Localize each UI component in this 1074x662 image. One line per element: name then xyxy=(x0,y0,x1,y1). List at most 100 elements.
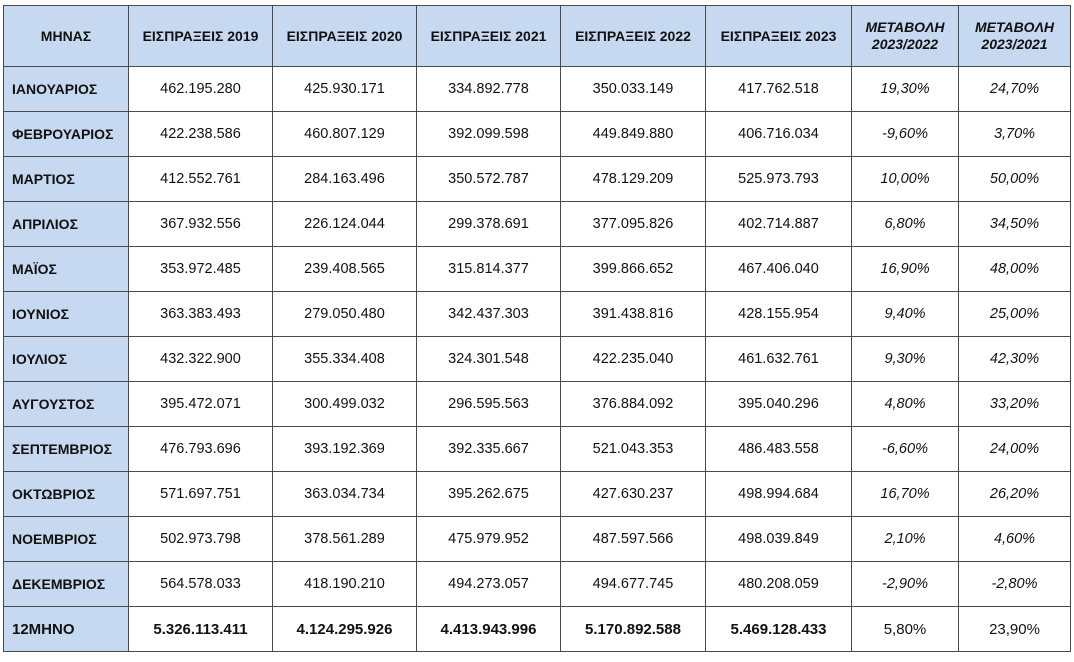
header-receipts-2022: ΕΙΣΠΡΑΞΕΙΣ 2022 xyxy=(560,5,706,67)
cell-change-2023-2021: 48,00% xyxy=(958,246,1071,292)
month-cell: ΣΕΠΤΕΜΒΡΙΟΣ xyxy=(3,426,129,472)
cell-2022: 449.849.880 xyxy=(560,111,706,157)
table-header: ΜΗΝΑΣ ΕΙΣΠΡΑΞΕΙΣ 2019 ΕΙΣΠΡΑΞΕΙΣ 2020 ΕΙ… xyxy=(3,5,1071,67)
cell-2023: 417.762.518 xyxy=(705,66,852,112)
month-cell: ΙΟΥΝΙΟΣ xyxy=(3,291,129,337)
cell-2021: 315.814.377 xyxy=(416,246,561,292)
cell-change-2023-2021: 50,00% xyxy=(958,156,1071,202)
cell-2022: 521.043.353 xyxy=(560,426,706,472)
cell-2021: 392.335.667 xyxy=(416,426,561,472)
cell-2021: 342.437.303 xyxy=(416,291,561,337)
cell-change-2023-2022: 19,30% xyxy=(851,66,959,112)
cell-2021: 324.301.548 xyxy=(416,336,561,382)
header-month: ΜΗΝΑΣ xyxy=(3,5,129,67)
total-2021: 4.413.943.996 xyxy=(416,606,561,652)
cell-change-2023-2021: 33,20% xyxy=(958,381,1071,427)
cell-change-2023-2022: 9,40% xyxy=(851,291,959,337)
cell-2021: 494.273.057 xyxy=(416,561,561,607)
cell-2023: 480.208.059 xyxy=(705,561,852,607)
cell-2021: 334.892.778 xyxy=(416,66,561,112)
cell-change-2023-2021: -2,80% xyxy=(958,561,1071,607)
total-change-2023-2022: 5,80% xyxy=(851,606,959,652)
table-row: ΦΕΒΡΟΥΑΡΙΟΣ 422.238.586 460.807.129 392.099… xyxy=(3,111,1071,157)
header-change-2023-2022: ΜΕΤΑΒΟΛΗ 2023/2022 xyxy=(851,5,959,67)
table-row: ΟΚΤΩΒΡΙΟΣ 571.697.751 363.034.734 395.262.6… xyxy=(3,471,1071,517)
cell-2022: 487.597.566 xyxy=(560,516,706,562)
table-body: ΙΑΝΟΥΑΡΙΟΣ 462.195.280 425.930.171 334.892.… xyxy=(3,66,1071,652)
cell-2021: 395.262.675 xyxy=(416,471,561,517)
month-cell: ΜΑΪΟΣ xyxy=(3,246,129,292)
table-row: ΙΟΥΛΙΟΣ 432.322.900 355.334.408 324.301.548… xyxy=(3,336,1071,382)
cell-2019: 422.238.586 xyxy=(128,111,273,157)
table-row: ΔΕΚΕΜΒΡΙΟΣ 564.578.033 418.190.210 494.273.… xyxy=(3,561,1071,607)
cell-2021: 475.979.952 xyxy=(416,516,561,562)
cell-2023: 406.716.034 xyxy=(705,111,852,157)
cell-change-2023-2022: 16,70% xyxy=(851,471,959,517)
cell-2020: 279.050.480 xyxy=(272,291,417,337)
cell-2021: 299.378.691 xyxy=(416,201,561,247)
month-cell: ΑΠΡΙΛΙΟΣ xyxy=(3,201,129,247)
month-cell: ΝΟΕΜΒΡΙΟΣ xyxy=(3,516,129,562)
cell-2020: 393.192.369 xyxy=(272,426,417,472)
month-cell: ΜΑΡΤΙΟΣ xyxy=(3,156,129,202)
cell-change-2023-2021: 24,00% xyxy=(958,426,1071,472)
cell-2023: 486.483.558 xyxy=(705,426,852,472)
cell-2022: 422.235.040 xyxy=(560,336,706,382)
cell-change-2023-2022: -2,90% xyxy=(851,561,959,607)
month-cell: ΟΚΤΩΒΡΙΟΣ xyxy=(3,471,129,517)
cell-2021: 296.595.563 xyxy=(416,381,561,427)
month-cell: ΔΕΚΕΜΒΡΙΟΣ xyxy=(3,561,129,607)
cell-2019: 412.552.761 xyxy=(128,156,273,202)
cell-change-2023-2022: -6,60% xyxy=(851,426,959,472)
cell-change-2023-2022: 9,30% xyxy=(851,336,959,382)
cell-2019: 395.472.071 xyxy=(128,381,273,427)
month-cell: ΙΑΝΟΥΑΡΙΟΣ xyxy=(3,66,129,112)
total-2020: 4.124.295.926 xyxy=(272,606,417,652)
cell-2022: 494.677.745 xyxy=(560,561,706,607)
cell-2023: 525.973.793 xyxy=(705,156,852,202)
cell-2020: 363.034.734 xyxy=(272,471,417,517)
cell-2019: 571.697.751 xyxy=(128,471,273,517)
cell-2020: 226.124.044 xyxy=(272,201,417,247)
cell-change-2023-2021: 42,30% xyxy=(958,336,1071,382)
cell-change-2023-2022: 10,00% xyxy=(851,156,959,202)
cell-2021: 392.099.598 xyxy=(416,111,561,157)
month-cell: ΙΟΥΛΙΟΣ xyxy=(3,336,129,382)
cell-2023: 428.155.954 xyxy=(705,291,852,337)
cell-2020: 425.930.171 xyxy=(272,66,417,112)
cell-2022: 391.438.816 xyxy=(560,291,706,337)
table-row: ΑΠΡΙΛΙΟΣ 367.932.556 226.124.044 299.378.69… xyxy=(3,201,1071,247)
total-2023: 5.469.128.433 xyxy=(705,606,852,652)
table-row: ΙΟΥΝΙΟΣ 363.383.493 279.050.480 342.437.303… xyxy=(3,291,1071,337)
cell-2019: 353.972.485 xyxy=(128,246,273,292)
cell-change-2023-2022: 6,80% xyxy=(851,201,959,247)
cell-2022: 478.129.209 xyxy=(560,156,706,202)
header-receipts-2020: ΕΙΣΠΡΑΞΕΙΣ 2020 xyxy=(272,5,417,67)
cell-change-2023-2021: 25,00% xyxy=(958,291,1071,337)
table-row: ΙΑΝΟΥΑΡΙΟΣ 462.195.280 425.930.171 334.892.… xyxy=(3,66,1071,112)
table-row: ΣΕΠΤΕΜΒΡΙΟΣ 476.793.696 393.192.369 392.335… xyxy=(3,426,1071,472)
month-cell: ΦΕΒΡΟΥΑΡΙΟΣ xyxy=(3,111,129,157)
cell-change-2023-2022: 16,90% xyxy=(851,246,959,292)
cell-2020: 378.561.289 xyxy=(272,516,417,562)
cell-change-2023-2022: 2,10% xyxy=(851,516,959,562)
total-2019: 5.326.113.411 xyxy=(128,606,273,652)
total-row: 12ΜΗΝΟ 5.326.113.411 4.124.295.926 4.413… xyxy=(3,606,1071,652)
cell-2023: 467.406.040 xyxy=(705,246,852,292)
cell-change-2023-2021: 26,20% xyxy=(958,471,1071,517)
header-receipts-2021: ΕΙΣΠΡΑΞΕΙΣ 2021 xyxy=(416,5,561,67)
cell-2022: 376.884.092 xyxy=(560,381,706,427)
header-row: ΜΗΝΑΣ ΕΙΣΠΡΑΞΕΙΣ 2019 ΕΙΣΠΡΑΞΕΙΣ 2020 ΕΙ… xyxy=(3,5,1071,67)
cell-2019: 462.195.280 xyxy=(128,66,273,112)
cell-2023: 395.040.296 xyxy=(705,381,852,427)
cell-2022: 377.095.826 xyxy=(560,201,706,247)
table-row: ΜΑΪΟΣ 353.972.485 239.408.565 315.814.377 39… xyxy=(3,246,1071,292)
revenue-table: ΜΗΝΑΣ ΕΙΣΠΡΑΞΕΙΣ 2019 ΕΙΣΠΡΑΞΕΙΣ 2020 ΕΙ… xyxy=(3,5,1071,652)
cell-2020: 284.163.496 xyxy=(272,156,417,202)
revenue-table-container: ΜΗΝΑΣ ΕΙΣΠΡΑΞΕΙΣ 2019 ΕΙΣΠΡΑΞΕΙΣ 2020 ΕΙ… xyxy=(3,5,1071,652)
cell-2019: 564.578.033 xyxy=(128,561,273,607)
cell-2023: 498.039.849 xyxy=(705,516,852,562)
header-receipts-2019: ΕΙΣΠΡΑΞΕΙΣ 2019 xyxy=(128,5,273,67)
cell-2019: 502.973.798 xyxy=(128,516,273,562)
cell-2022: 427.630.237 xyxy=(560,471,706,517)
